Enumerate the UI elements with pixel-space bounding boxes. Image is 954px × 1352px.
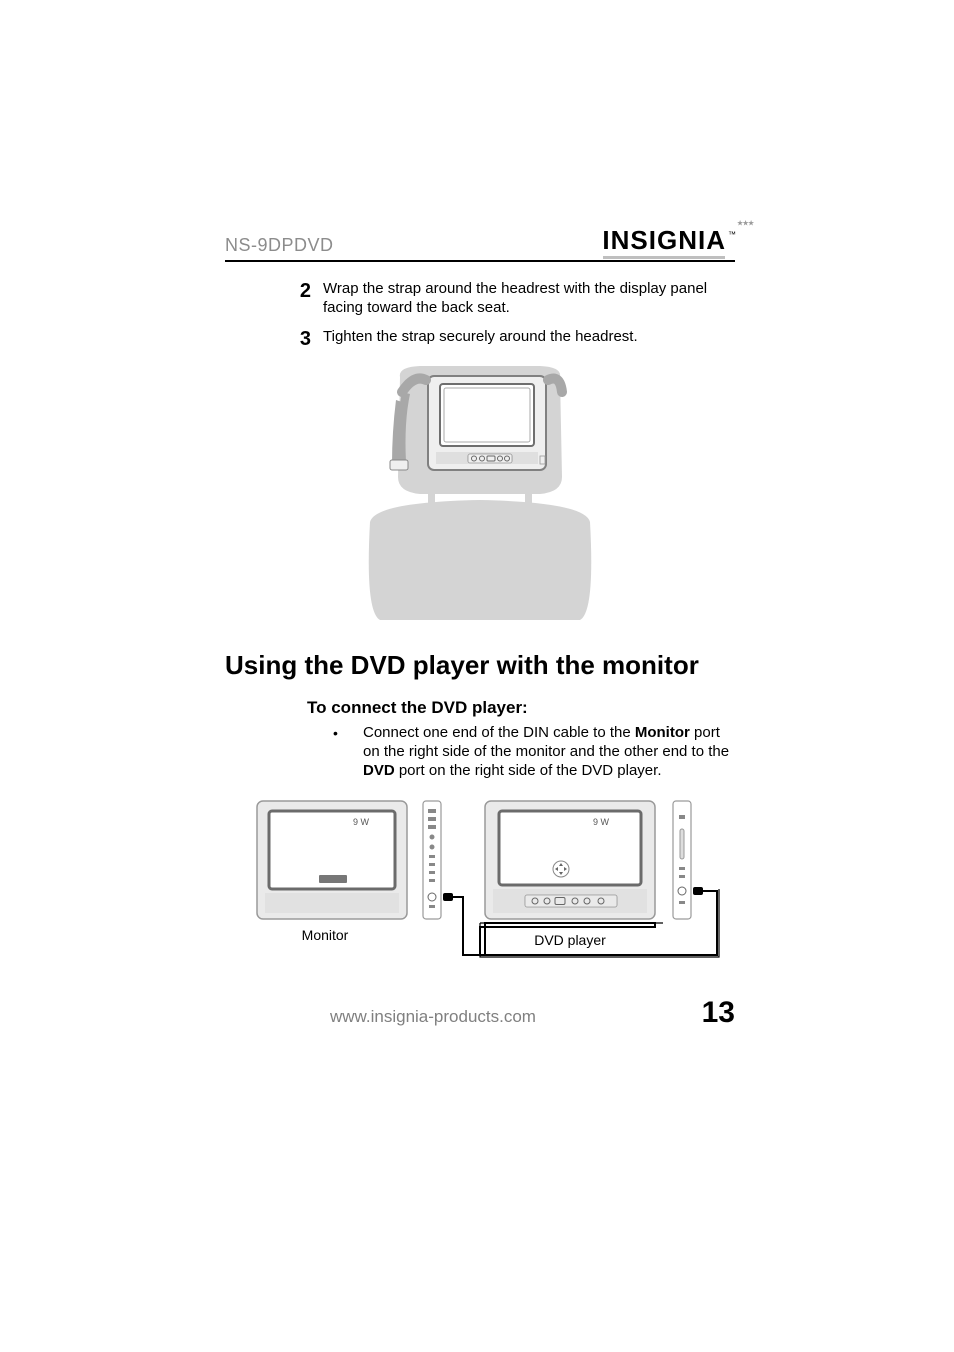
bullet-dot-icon: • bbox=[333, 724, 363, 780]
step-number: 3 bbox=[285, 328, 323, 350]
bullet-bold-dvd: DVD bbox=[363, 762, 395, 779]
svg-text:9 W: 9 W bbox=[593, 817, 610, 827]
section-heading: Using the DVD player with the monitor bbox=[225, 651, 735, 681]
step-text: Wrap the strap around the headrest with … bbox=[323, 280, 735, 318]
step-text: Tighten the strap securely around the he… bbox=[323, 328, 638, 350]
page-number: 13 bbox=[702, 996, 735, 1030]
step-3: 3 Tighten the strap securely around the … bbox=[225, 328, 735, 350]
brand-text: INSIGNIA bbox=[602, 225, 726, 255]
bullet-item: • Connect one end of the DIN cable to th… bbox=[333, 724, 735, 780]
bullet-post: port on the right side of the DVD player… bbox=[395, 762, 662, 779]
footer: www.insignia-products.com 13 bbox=[225, 996, 735, 1030]
brand-logo: ٭٭٭ INSIGNIA™ bbox=[602, 225, 735, 256]
bullet-pre: Connect one end of the DIN cable to the bbox=[363, 724, 635, 741]
header: NS-9DPDVD ٭٭٭ INSIGNIA™ bbox=[225, 225, 735, 262]
sub-heading: To connect the DVD player: bbox=[307, 698, 735, 718]
logo-crown-icon: ٭٭٭ bbox=[737, 218, 753, 229]
monitor-label: Monitor bbox=[302, 927, 349, 943]
footer-url: www.insignia-products.com bbox=[330, 1007, 536, 1027]
step-2: 2 Wrap the strap around the headrest wit… bbox=[225, 280, 735, 318]
svg-text:9 W: 9 W bbox=[353, 817, 370, 827]
bullet-bold-monitor: Monitor bbox=[635, 724, 690, 741]
bullet-text: Connect one end of the DIN cable to the … bbox=[363, 724, 735, 780]
logo-underline bbox=[603, 256, 725, 259]
connection-svg: 9 W bbox=[225, 795, 735, 965]
step-number: 2 bbox=[285, 280, 323, 318]
headrest-svg bbox=[340, 362, 620, 622]
connection-illustration: 9 W bbox=[225, 795, 735, 970]
trademark: ™ bbox=[728, 230, 737, 239]
dvd-label: DVD player bbox=[534, 932, 606, 948]
model-number: NS-9DPDVD bbox=[225, 235, 334, 256]
headrest-illustration bbox=[225, 362, 735, 627]
